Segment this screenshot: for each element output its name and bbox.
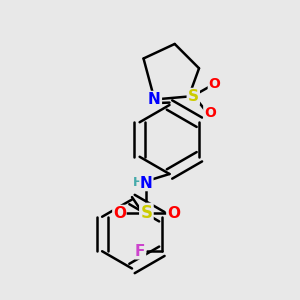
Text: N: N (140, 176, 153, 190)
Text: O: O (167, 206, 180, 220)
Text: N: N (148, 92, 161, 107)
Text: H: H (133, 176, 143, 190)
Text: O: O (204, 106, 216, 120)
Text: O: O (113, 206, 126, 220)
Text: F: F (135, 244, 146, 259)
Text: S: S (140, 204, 152, 222)
Text: O: O (208, 77, 220, 92)
Text: S: S (188, 89, 199, 104)
